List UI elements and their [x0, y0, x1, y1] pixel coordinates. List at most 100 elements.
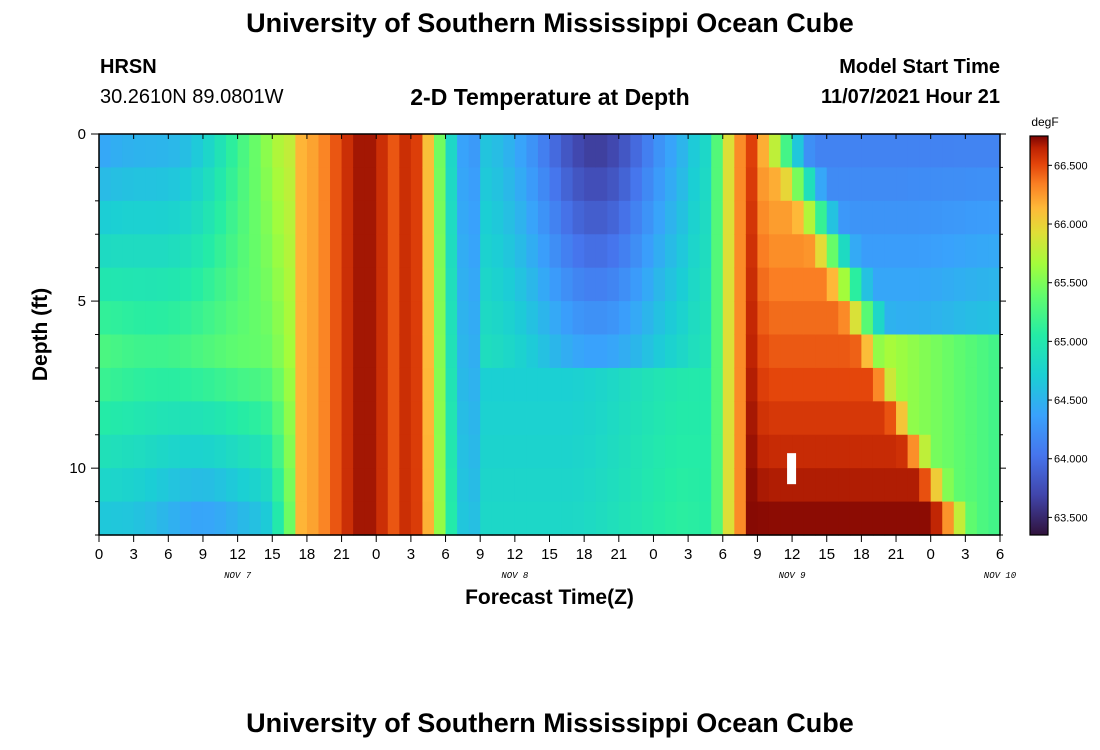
heatmap-cell — [433, 401, 447, 436]
heatmap-cell — [526, 134, 539, 169]
heatmap-cells — [99, 134, 1001, 536]
heatmap-cell — [272, 301, 285, 336]
heatmap-cell — [537, 468, 551, 503]
heatmap-cell — [549, 234, 562, 269]
heatmap-cell — [364, 367, 377, 402]
heatmap-cell — [133, 200, 146, 235]
heatmap-cell — [295, 401, 308, 436]
heatmap-cell — [919, 301, 932, 336]
heatmap-cell — [202, 267, 216, 302]
heatmap-cell — [653, 334, 666, 369]
heatmap-cell — [711, 134, 724, 169]
heatmap-cell — [919, 200, 932, 235]
heatmap-cell — [549, 367, 562, 402]
heatmap-cell — [722, 334, 735, 369]
heatmap-cell — [676, 200, 689, 235]
heatmap-cell — [99, 501, 112, 536]
heatmap-cell — [884, 468, 897, 503]
heatmap-cell — [618, 301, 631, 336]
heatmap-cell — [145, 301, 158, 336]
heatmap-cell — [468, 234, 481, 269]
heatmap-cell — [896, 501, 909, 536]
heatmap-cell — [561, 200, 574, 235]
heatmap-cell — [99, 200, 112, 235]
heatmap-cell — [976, 167, 990, 202]
heatmap-cell — [306, 167, 320, 202]
heatmap-cell — [110, 401, 123, 436]
heatmap-cell — [110, 468, 123, 503]
heatmap-cell — [503, 200, 516, 235]
heatmap-cell — [353, 267, 366, 302]
heatmap-cell — [988, 234, 1001, 269]
heatmap-cell — [699, 200, 712, 235]
heatmap-cell — [872, 234, 886, 269]
heatmap-cell — [191, 234, 204, 269]
heatmap-cell — [237, 434, 250, 469]
heatmap-cell — [630, 234, 643, 269]
heatmap-cell — [930, 501, 943, 536]
heatmap-cell — [826, 334, 839, 369]
heatmap-cell — [283, 200, 296, 235]
heatmap-cell — [988, 167, 1001, 202]
heatmap-cell — [179, 434, 193, 469]
heatmap-cell — [168, 234, 181, 269]
heatmap-cell — [815, 234, 828, 269]
heatmap-cell — [110, 234, 123, 269]
heatmap-cell — [457, 434, 470, 469]
heatmap-cell — [526, 167, 539, 202]
heatmap-cell — [838, 301, 851, 336]
heatmap-cell — [699, 468, 712, 503]
heatmap-cell — [387, 234, 400, 269]
heatmap-cell — [607, 167, 620, 202]
colorbar-tick-label: 64.500 — [1054, 395, 1088, 407]
heatmap-cell — [872, 267, 886, 302]
heatmap-cell — [734, 367, 747, 402]
heatmap-cell — [549, 134, 562, 169]
heatmap-cell — [237, 234, 250, 269]
heatmap-cell — [341, 134, 354, 169]
heatmap-cell — [561, 134, 574, 169]
heatmap-cell — [584, 334, 597, 369]
heatmap-cell — [988, 401, 1001, 436]
colorbar-gradient — [1029, 135, 1049, 536]
heatmap-cell — [237, 501, 250, 536]
heatmap-cell — [122, 501, 135, 536]
heatmap-cell — [468, 134, 481, 169]
y-tick-label: 0 — [78, 126, 86, 143]
heatmap-cell — [607, 334, 620, 369]
heatmap-cell — [688, 301, 701, 336]
heatmap-cell — [445, 468, 458, 503]
heatmap-cell — [145, 334, 158, 369]
heatmap-cell — [480, 267, 493, 302]
heatmap-cell — [572, 301, 585, 336]
heatmap-cell — [896, 167, 909, 202]
heatmap-cell — [665, 367, 678, 402]
heatmap-cell — [410, 367, 424, 402]
heatmap-cell — [503, 367, 516, 402]
heatmap-cell — [884, 134, 897, 169]
heatmap-cell — [815, 301, 828, 336]
heatmap-cell — [537, 401, 551, 436]
heatmap-cell — [676, 468, 689, 503]
heatmap-cell — [630, 167, 643, 202]
heatmap-cell — [641, 167, 655, 202]
heatmap-cell — [202, 200, 216, 235]
heatmap-cell — [364, 501, 377, 536]
heatmap-cell — [433, 234, 447, 269]
heatmap-cell — [445, 501, 458, 536]
heatmap-cell — [872, 367, 886, 402]
heatmap-cell — [341, 401, 354, 436]
heatmap-cell — [433, 468, 447, 503]
heatmap-cell — [376, 434, 389, 469]
heatmap-cell — [699, 501, 712, 536]
heatmap-cell — [503, 501, 516, 536]
heatmap-cell — [514, 134, 527, 169]
heatmap-cell — [480, 134, 493, 169]
heatmap-cell — [757, 301, 770, 336]
heatmap-cell — [226, 334, 239, 369]
heatmap-cell — [953, 434, 966, 469]
heatmap-cell — [953, 401, 966, 436]
heatmap-cell — [676, 434, 689, 469]
heatmap-cell — [214, 200, 227, 235]
heatmap-cell — [953, 234, 966, 269]
